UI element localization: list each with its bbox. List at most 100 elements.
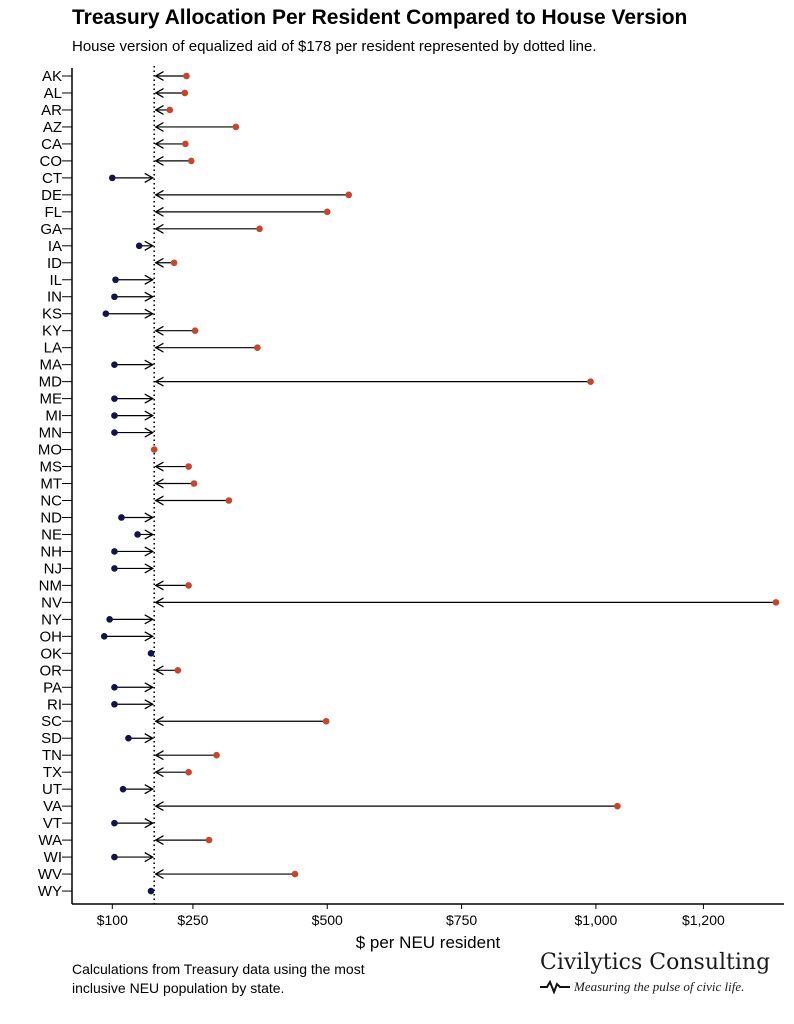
plot-area: $100 $250 $500 $750 $1,000 $1,200 AKALARAZCACO… bbox=[38, 66, 784, 928]
x-tick-label: $500 bbox=[312, 912, 343, 928]
point-nj bbox=[111, 565, 118, 572]
point-co bbox=[187, 157, 195, 165]
y-tick-label: WY bbox=[38, 883, 62, 900]
y-tick-label: GA bbox=[40, 221, 62, 238]
point-sc bbox=[322, 717, 330, 725]
y-tick-label: NY bbox=[41, 611, 62, 628]
point-nc bbox=[225, 497, 233, 504]
point-az bbox=[232, 123, 240, 131]
y-tick-label: KS bbox=[42, 306, 62, 323]
point-ks bbox=[102, 310, 110, 318]
y-tick-label: OK bbox=[40, 645, 62, 662]
x-tick-label: $1,200 bbox=[682, 912, 725, 928]
point-vt bbox=[111, 819, 118, 827]
point-ok bbox=[147, 650, 155, 657]
point-wi bbox=[111, 853, 118, 861]
point-ky bbox=[191, 327, 199, 335]
x-axis-label: $ per NEU resident bbox=[356, 933, 501, 952]
y-tick-label: NJ bbox=[44, 560, 62, 577]
y-tick-label: MO bbox=[38, 442, 62, 459]
point-mo bbox=[150, 446, 158, 453]
y-tick-label: TN bbox=[42, 747, 62, 764]
brand-name: Civilytics Consulting bbox=[540, 950, 771, 975]
point-ny bbox=[106, 616, 113, 623]
y-tick-label: ND bbox=[40, 509, 62, 526]
point-ak bbox=[183, 72, 190, 80]
point-or bbox=[174, 667, 182, 674]
y-tick-label: OR bbox=[40, 662, 63, 679]
footnote-line-1: Calculations from Treasury data using th… bbox=[72, 961, 365, 977]
brand-block: Civilytics Consulting Measuring the puls… bbox=[540, 950, 770, 995]
point-nm bbox=[185, 582, 192, 589]
y-tick-label: MA bbox=[40, 357, 63, 374]
brand-tagline-row: Measuring the pulse of civic life. bbox=[540, 979, 770, 995]
point-me bbox=[111, 395, 118, 402]
point-va bbox=[614, 802, 621, 810]
chart-title: Treasury Allocation Per Resident Compare… bbox=[72, 6, 688, 29]
y-tick-label: MD bbox=[39, 374, 62, 391]
x-tick-label: $1,000 bbox=[575, 912, 618, 928]
point-wv bbox=[291, 870, 299, 878]
y-tick-label: AR bbox=[41, 102, 62, 119]
y-tick-label: MI bbox=[45, 408, 62, 425]
point-mn bbox=[111, 429, 118, 436]
y-tick-label: WA bbox=[38, 832, 62, 849]
y-tick-label: NE bbox=[41, 526, 62, 543]
point-ms bbox=[185, 463, 192, 470]
point-in bbox=[111, 293, 118, 301]
point-tn bbox=[213, 751, 220, 759]
point-sd bbox=[125, 734, 132, 742]
point-fl bbox=[323, 208, 331, 216]
x-tick-label: $250 bbox=[177, 912, 208, 928]
y-tick-label: IA bbox=[48, 238, 62, 255]
y-tick-label: PA bbox=[43, 679, 62, 696]
y-tick-label: NV bbox=[41, 594, 62, 611]
point-ut bbox=[119, 785, 127, 793]
point-la bbox=[254, 344, 261, 351]
y-tick-label: KY bbox=[42, 323, 62, 340]
x-tick-label: $100 bbox=[97, 912, 128, 928]
point-ar bbox=[166, 106, 174, 114]
y-tick-label: WI bbox=[44, 849, 62, 866]
point-id bbox=[170, 259, 178, 267]
y-tick-label: RI bbox=[47, 696, 62, 713]
point-de bbox=[345, 191, 353, 199]
y-tick-label: TX bbox=[43, 764, 62, 781]
y-tick-label: IN bbox=[47, 289, 62, 306]
point-wa bbox=[205, 836, 213, 844]
point-ne bbox=[134, 531, 141, 538]
point-pa bbox=[111, 683, 118, 691]
point-nd bbox=[118, 514, 125, 521]
point-wy bbox=[147, 887, 155, 895]
y-tick-label: DE bbox=[41, 187, 62, 204]
chart-subtitle: House version of equalized aid of $178 p… bbox=[72, 38, 597, 55]
point-mt bbox=[190, 480, 198, 487]
point-ma bbox=[111, 361, 118, 368]
y-tick-label: NC bbox=[40, 493, 62, 510]
point-nh bbox=[111, 548, 118, 555]
point-nv bbox=[772, 599, 780, 606]
pulse-icon bbox=[540, 980, 570, 994]
y-tick-label: CT bbox=[42, 170, 62, 187]
y-tick-label: AZ bbox=[43, 119, 62, 136]
point-ca bbox=[182, 140, 189, 148]
point-ri bbox=[111, 700, 118, 708]
point-md bbox=[587, 378, 594, 385]
y-tick-label: OH bbox=[40, 628, 63, 645]
y-tick-label: CO bbox=[40, 153, 63, 170]
y-tick-label: SC bbox=[41, 713, 62, 730]
y-tick-label: AK bbox=[42, 68, 62, 85]
y-tick-label: MT bbox=[40, 476, 62, 493]
y-tick-label: NH bbox=[40, 543, 62, 560]
y-tick-label: WV bbox=[38, 866, 62, 883]
y-tick-label: ME bbox=[40, 391, 63, 408]
point-tx bbox=[185, 768, 192, 776]
y-tick-label: NM bbox=[39, 577, 62, 594]
point-al bbox=[181, 89, 189, 97]
brand-tagline: Measuring the pulse of civic life. bbox=[574, 979, 745, 994]
point-ct bbox=[109, 174, 116, 182]
point-ga bbox=[256, 225, 263, 233]
source-footnote: Calculations from Treasury data using th… bbox=[72, 960, 492, 998]
footnote-line-2: inclusive NEU population by state. bbox=[72, 980, 285, 996]
